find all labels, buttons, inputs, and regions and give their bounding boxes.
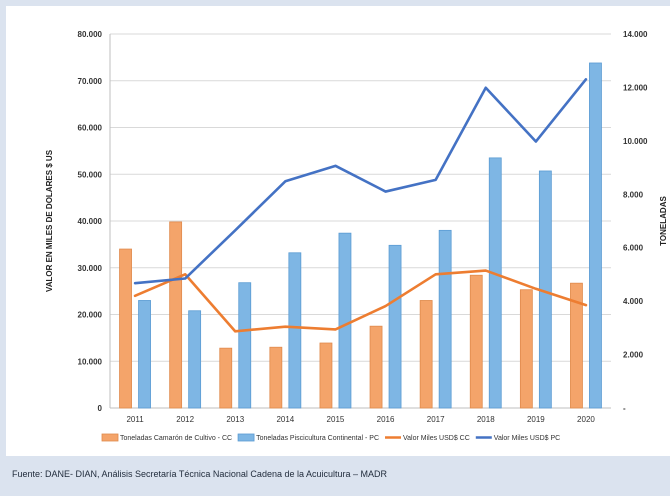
bar xyxy=(388,244,402,409)
x-tick-label: 2014 xyxy=(276,415,294,424)
x-tick-label: 2011 xyxy=(126,415,144,424)
y2-tick-label: 4.000 xyxy=(623,297,644,306)
y-axis-title: VALOR EN MILES DE DOLARES $ US xyxy=(45,149,54,292)
chart-panel: 0 10.000 20.000 30.000 40.000 50.000 60.000 70.… xyxy=(6,6,670,456)
bar xyxy=(570,282,583,409)
bar xyxy=(519,289,533,409)
bar xyxy=(338,232,352,409)
bar xyxy=(438,229,452,409)
x-tick-label: 2018 xyxy=(477,415,495,424)
series-line xyxy=(133,269,588,333)
y-tick-label: 40.000 xyxy=(78,217,103,226)
x-tick-label: 2017 xyxy=(427,415,445,424)
y-tick-label: 10.000 xyxy=(78,357,103,366)
bar xyxy=(319,342,333,409)
x-tick-label: 2020 xyxy=(577,415,595,424)
legend-swatch xyxy=(237,433,255,442)
y2-tick-label: 12.000 xyxy=(623,83,648,92)
y-tick-label: 70.000 xyxy=(78,77,103,86)
legend-label: Toneladas Camarón de Cultivo - CC xyxy=(120,435,232,442)
series-line xyxy=(133,78,588,285)
y-tick-label: 60.000 xyxy=(78,124,103,133)
bar xyxy=(169,221,183,409)
legend-label: Valor Miles USD$ CC xyxy=(403,435,470,442)
chart: 0 10.000 20.000 30.000 40.000 50.000 60.000 70.… xyxy=(45,30,668,442)
legend-label: Toneladas Piscicultura Continental - PC xyxy=(256,435,379,442)
y2-tick-label: 2.000 xyxy=(623,351,644,360)
y2-tick-label: 8.000 xyxy=(623,190,644,199)
bar xyxy=(589,62,602,409)
bar xyxy=(288,252,302,409)
legend-swatch xyxy=(101,433,119,442)
x-tick-label: 2019 xyxy=(527,415,545,424)
y-tick-label: 0 xyxy=(98,404,103,413)
bar xyxy=(419,300,433,409)
y-tick-label: 50.000 xyxy=(78,170,103,179)
bar xyxy=(119,248,132,409)
x-tick-label: 2016 xyxy=(377,415,395,424)
bar xyxy=(188,310,202,409)
y2-tick-label: - xyxy=(623,404,626,413)
y2-axis-title: TONELADAS xyxy=(659,196,668,246)
x-tick-label: 2013 xyxy=(226,415,244,424)
bar xyxy=(138,300,151,409)
y-tick-label: 20.000 xyxy=(78,311,103,320)
y-tick-label: 80.000 xyxy=(78,30,103,39)
x-tick-label: 2015 xyxy=(327,415,345,424)
bar xyxy=(238,282,252,409)
source-note: Fuente: DANE- DIAN, Análisis Secretaría … xyxy=(12,469,388,479)
y-tick-label: 30.000 xyxy=(78,264,103,273)
bar xyxy=(269,346,283,409)
x-tick-label: 2012 xyxy=(176,415,194,424)
y2-tick-label: 6.000 xyxy=(623,244,644,253)
y2-tick-label: 14.000 xyxy=(623,30,648,39)
legend-label: Valor Miles USD$ PC xyxy=(494,435,560,442)
bar xyxy=(488,157,502,409)
bar xyxy=(369,325,383,409)
bar xyxy=(469,274,483,409)
bar xyxy=(219,347,233,409)
y2-tick-label: 10.000 xyxy=(623,137,648,146)
